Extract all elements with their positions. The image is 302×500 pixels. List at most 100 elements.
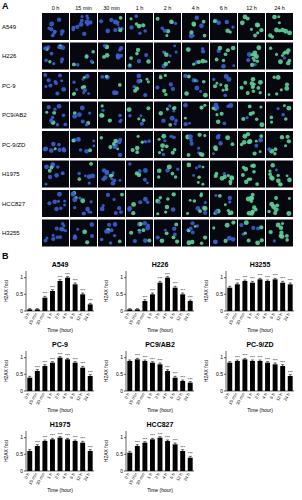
micrograph-background [182,43,209,70]
error-bar [151,438,154,439]
nucleus [202,20,206,24]
nucleus [45,111,48,114]
nucleus [173,44,176,47]
error-bar [66,358,69,359]
bar [180,294,185,311]
x-axis [226,311,294,312]
nucleus [51,142,56,147]
nucleus [268,169,271,172]
bar-chart: PC9/AB2************************00.510 h1… [103,341,194,413]
nucleus [144,141,147,144]
significance: *** [273,358,278,363]
error-bar [74,440,77,441]
bar [150,294,155,311]
nucleus [146,78,149,81]
x-tick-label: 2 h [54,471,62,479]
nucleus [199,23,204,28]
nucleus [199,194,203,198]
nucleus [256,86,260,90]
bar [242,281,247,311]
significance: *** [135,353,140,358]
nucleus [279,231,283,235]
nucleus [155,85,159,89]
nucleus [229,211,233,215]
nucleus [138,231,141,234]
nucleus [134,14,138,18]
nucleus [163,29,167,33]
micrograph-background [238,161,265,188]
error-bar [43,440,46,441]
micrograph-background [126,190,153,217]
nucleus [53,80,56,83]
nucleus [162,50,165,53]
nucleus [247,177,250,180]
x-tick-label: 4 h [61,391,69,399]
micrograph-background [266,131,293,158]
bar-chart: H226*********************00.510 h15 min3… [103,261,194,333]
bar [58,438,63,471]
nucleus [85,55,89,59]
nucleus [168,104,171,107]
y-tick-label: 0.5 [116,451,123,457]
nucleus [57,143,61,147]
nucleus [239,223,243,227]
nucleus [101,109,104,112]
nucleus [250,81,254,85]
bar [242,359,247,391]
error-bar [174,376,177,377]
nucleus [71,192,76,197]
x-axis [126,471,194,472]
nucleus [287,139,291,143]
x-tick-label: 30 min [35,391,46,405]
nucleus [142,228,146,232]
nucleus [191,231,195,235]
y-tick [24,471,26,472]
x-tick-label: 24 h [183,471,192,481]
nucleus [128,64,131,67]
nucleus [202,80,206,84]
nucleus [164,74,167,77]
bar [273,364,278,391]
nucleus [48,84,52,88]
nucleus [203,235,207,239]
row-label: PC9/AB2 [2,112,27,118]
significance: *** [288,370,293,375]
x-axis [126,311,194,312]
nucleus [107,223,111,227]
nucleus [232,64,235,67]
nucleus [213,240,218,245]
nucleus [104,229,108,233]
bar [80,368,85,391]
y-axis [226,271,227,311]
significance: *** [188,451,193,456]
row-label: PC-9/ZD [2,142,26,148]
nucleus [284,86,289,91]
nucleus [158,138,161,141]
nucleus [231,142,235,146]
y-tick-label: 1 [20,354,23,360]
nucleus [171,207,176,212]
nucleus [190,142,194,146]
bar [188,301,193,311]
y-tick-label: 0.5 [116,371,123,377]
error-bar [51,290,54,291]
significance: *** [158,432,163,437]
bar [42,366,47,391]
nucleus [92,144,95,147]
nucleus [252,205,256,209]
y-tick [124,277,126,278]
x-tick-label: 2 h [54,311,62,319]
nucleus [143,93,147,97]
significance: *** [50,285,55,290]
nucleus [195,167,198,170]
nucleus [144,53,148,57]
bar [58,358,63,391]
nucleus [278,183,281,186]
error-bar [81,366,84,367]
micrograph-background [182,161,209,188]
y-tick-label: 0 [20,388,23,394]
nucleus [241,117,245,121]
nucleus [219,83,222,86]
micrograph-background [238,131,265,158]
y-tick [24,437,26,438]
